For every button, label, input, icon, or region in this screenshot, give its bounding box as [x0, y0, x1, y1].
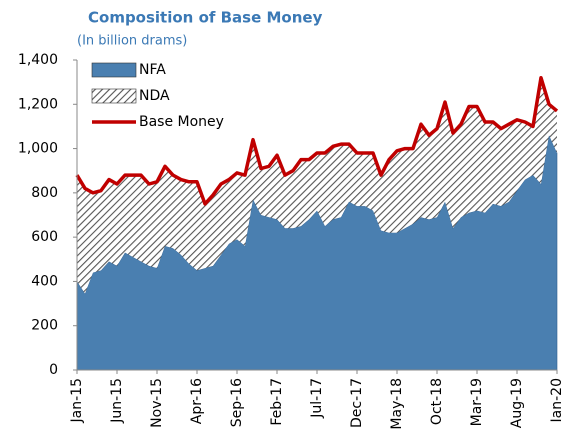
- legend-label: NFA: [139, 62, 166, 78]
- x-tick-label: Jan-20: [549, 378, 561, 423]
- legend-swatch: [91, 88, 137, 104]
- x-tick-label: Mar-19: [469, 378, 485, 426]
- x-tick-label: Jul-17: [309, 378, 325, 419]
- chart-subtitle: (In billion drams): [77, 34, 187, 49]
- y-tick-label: 1,400: [18, 52, 58, 68]
- legend-swatch: [91, 62, 137, 78]
- x-tick-label: May-18: [389, 378, 405, 430]
- x-tick-label: Sep-16: [229, 378, 245, 427]
- area-nda: [77, 77, 557, 294]
- legend-label: NDA: [139, 88, 170, 104]
- x-tick-label: Nov-15: [149, 378, 165, 428]
- line-base-money: [75, 75, 559, 206]
- y-tick-label: 1,200: [18, 96, 58, 112]
- y-tick-label: 200: [31, 318, 58, 334]
- x-tick-label: Jun-15: [109, 378, 125, 424]
- x-tick-label: Aug-19: [509, 378, 525, 428]
- x-tick-label: Jan-15: [69, 378, 85, 423]
- x-tick-label: Feb-17: [269, 378, 285, 426]
- y-tick-label: 400: [31, 273, 58, 289]
- x-tick-label: Dec-17: [349, 378, 365, 428]
- y-tick-label: 0: [49, 362, 58, 378]
- x-tick-label: Apr-16: [189, 378, 205, 424]
- legend-label: Base Money: [139, 114, 224, 130]
- chart-title: Composition of Base Money: [88, 9, 323, 27]
- y-tick-label: 800: [31, 185, 58, 201]
- y-tick-label: 600: [31, 229, 58, 245]
- x-tick-label: Oct-18: [429, 378, 445, 425]
- y-tick-label: 1,000: [18, 141, 58, 157]
